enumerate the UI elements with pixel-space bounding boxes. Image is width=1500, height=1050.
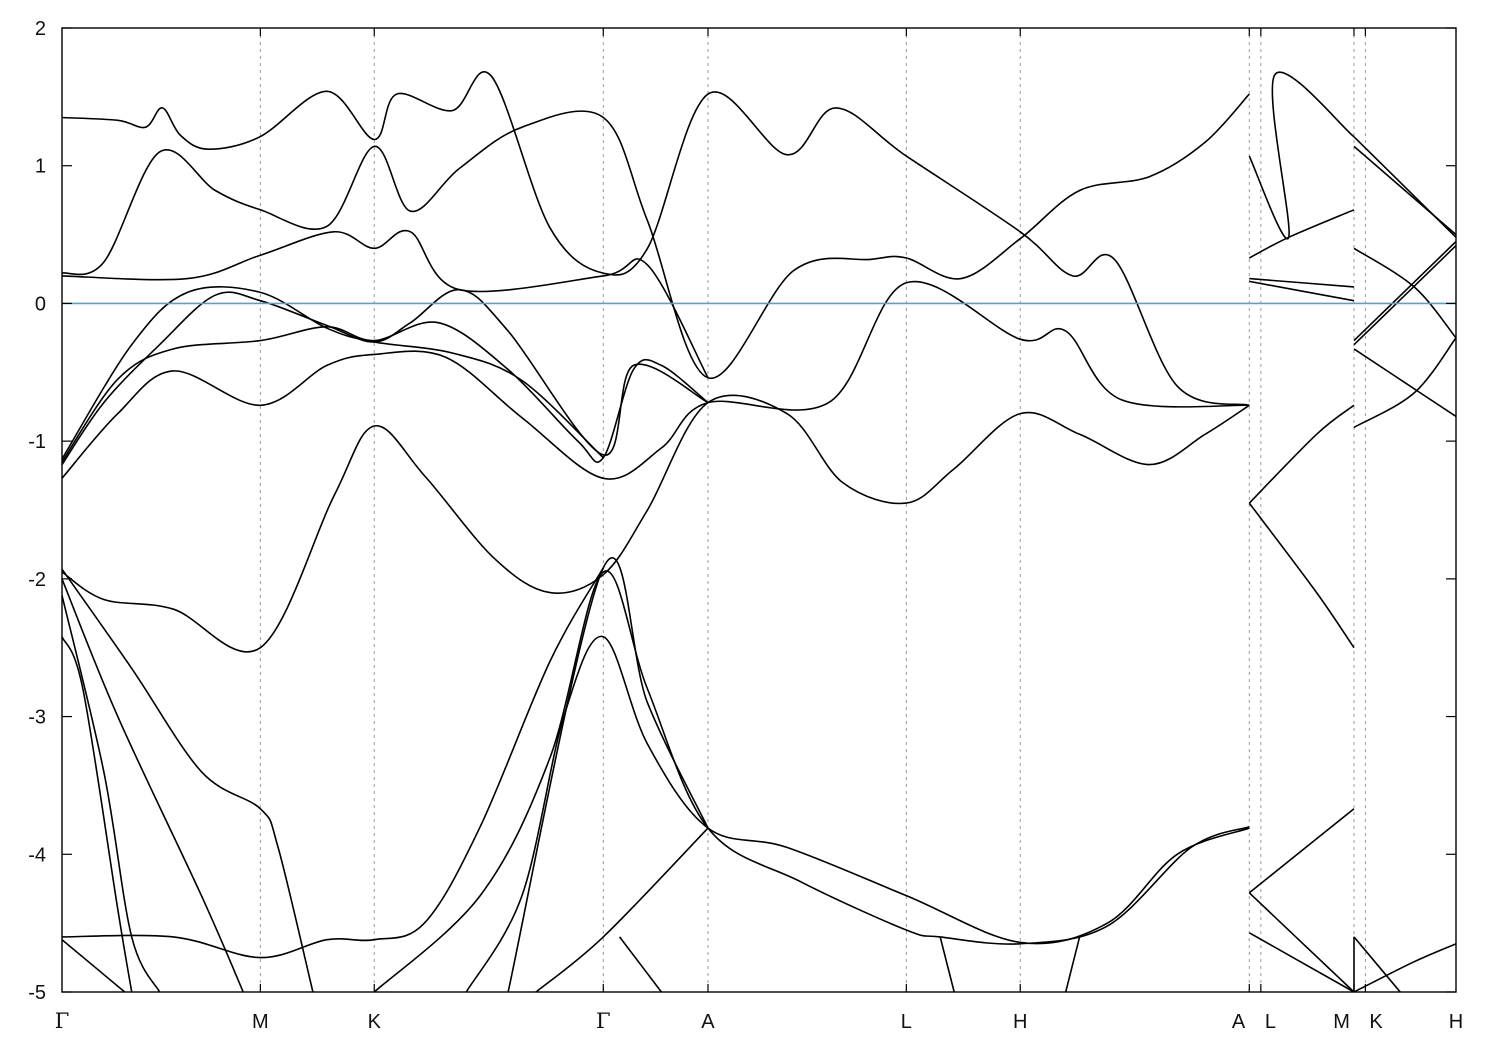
- band-line: [1353, 348, 1457, 418]
- band-line: [939, 936, 955, 993]
- band-line: [373, 570, 1250, 993]
- band-line: [1353, 337, 1457, 429]
- high-symmetry-gridlines: [259, 28, 1366, 992]
- y-tick-label: -5: [28, 982, 46, 1004]
- band-line: [535, 827, 709, 993]
- band-line: [61, 636, 133, 993]
- x-tick-label: H: [1449, 1011, 1463, 1033]
- y-tick-label: -1: [28, 431, 46, 453]
- x-tick-label: K: [368, 1011, 382, 1033]
- band-line: [1353, 136, 1457, 238]
- band-line: [1248, 892, 1355, 993]
- band-line: [61, 93, 1250, 379]
- band-line: [507, 557, 709, 993]
- band-line: [1353, 240, 1457, 342]
- band-line: [61, 288, 709, 466]
- x-tick-label: Γ: [55, 1009, 70, 1033]
- x-tick-label: K: [1369, 1011, 1383, 1033]
- band-line: [61, 595, 161, 993]
- y-tick-label: 2: [35, 18, 46, 40]
- y-tick-label: -4: [28, 844, 46, 866]
- x-tick-label: M: [252, 1011, 269, 1033]
- x-tick-label: H: [1013, 1011, 1027, 1033]
- x-tick-label: A: [1232, 1011, 1246, 1033]
- band-line: [1249, 280, 1355, 302]
- band-line: [61, 280, 1250, 480]
- y-tick-label: 1: [35, 156, 46, 178]
- band-line: [61, 71, 1250, 407]
- band-line: [61, 567, 604, 959]
- band-line: [465, 635, 1250, 993]
- band-line: [1248, 932, 1355, 993]
- band-line: [61, 229, 709, 379]
- band-line: [1353, 145, 1457, 236]
- band-line: [1353, 943, 1457, 993]
- band-line: [1248, 502, 1355, 649]
- y-tick-label: -3: [28, 707, 46, 729]
- band-line: [1248, 71, 1355, 240]
- x-tick-label: M: [1333, 1011, 1350, 1033]
- band-line: [1248, 209, 1355, 259]
- band-line: [1248, 404, 1355, 504]
- band-line: [61, 394, 1250, 653]
- band-line: [1064, 936, 1081, 993]
- band-line: [618, 936, 663, 993]
- x-tick-label: L: [1265, 1011, 1276, 1033]
- band-line: [61, 321, 709, 463]
- band-line: [1353, 247, 1457, 339]
- band-line: [1353, 936, 1401, 993]
- band-lines: [61, 71, 1457, 993]
- band-line: [1248, 808, 1355, 894]
- band-line: [1353, 245, 1457, 346]
- band-line: [61, 286, 604, 460]
- band-line: [1249, 277, 1355, 288]
- y-axis: 2 1 0 -1 -2 -3 -4 -5: [28, 18, 1456, 1004]
- x-tick-label: Γ: [596, 1009, 611, 1033]
- band-line: [61, 939, 126, 993]
- band-line: [61, 578, 244, 993]
- band-line: [61, 568, 314, 993]
- plot-frame: [61, 27, 1457, 993]
- x-tick-label: L: [901, 1011, 912, 1033]
- y-tick-label: -2: [28, 569, 46, 591]
- x-tick-label: A: [701, 1011, 715, 1033]
- y-tick-label: 0: [35, 293, 46, 315]
